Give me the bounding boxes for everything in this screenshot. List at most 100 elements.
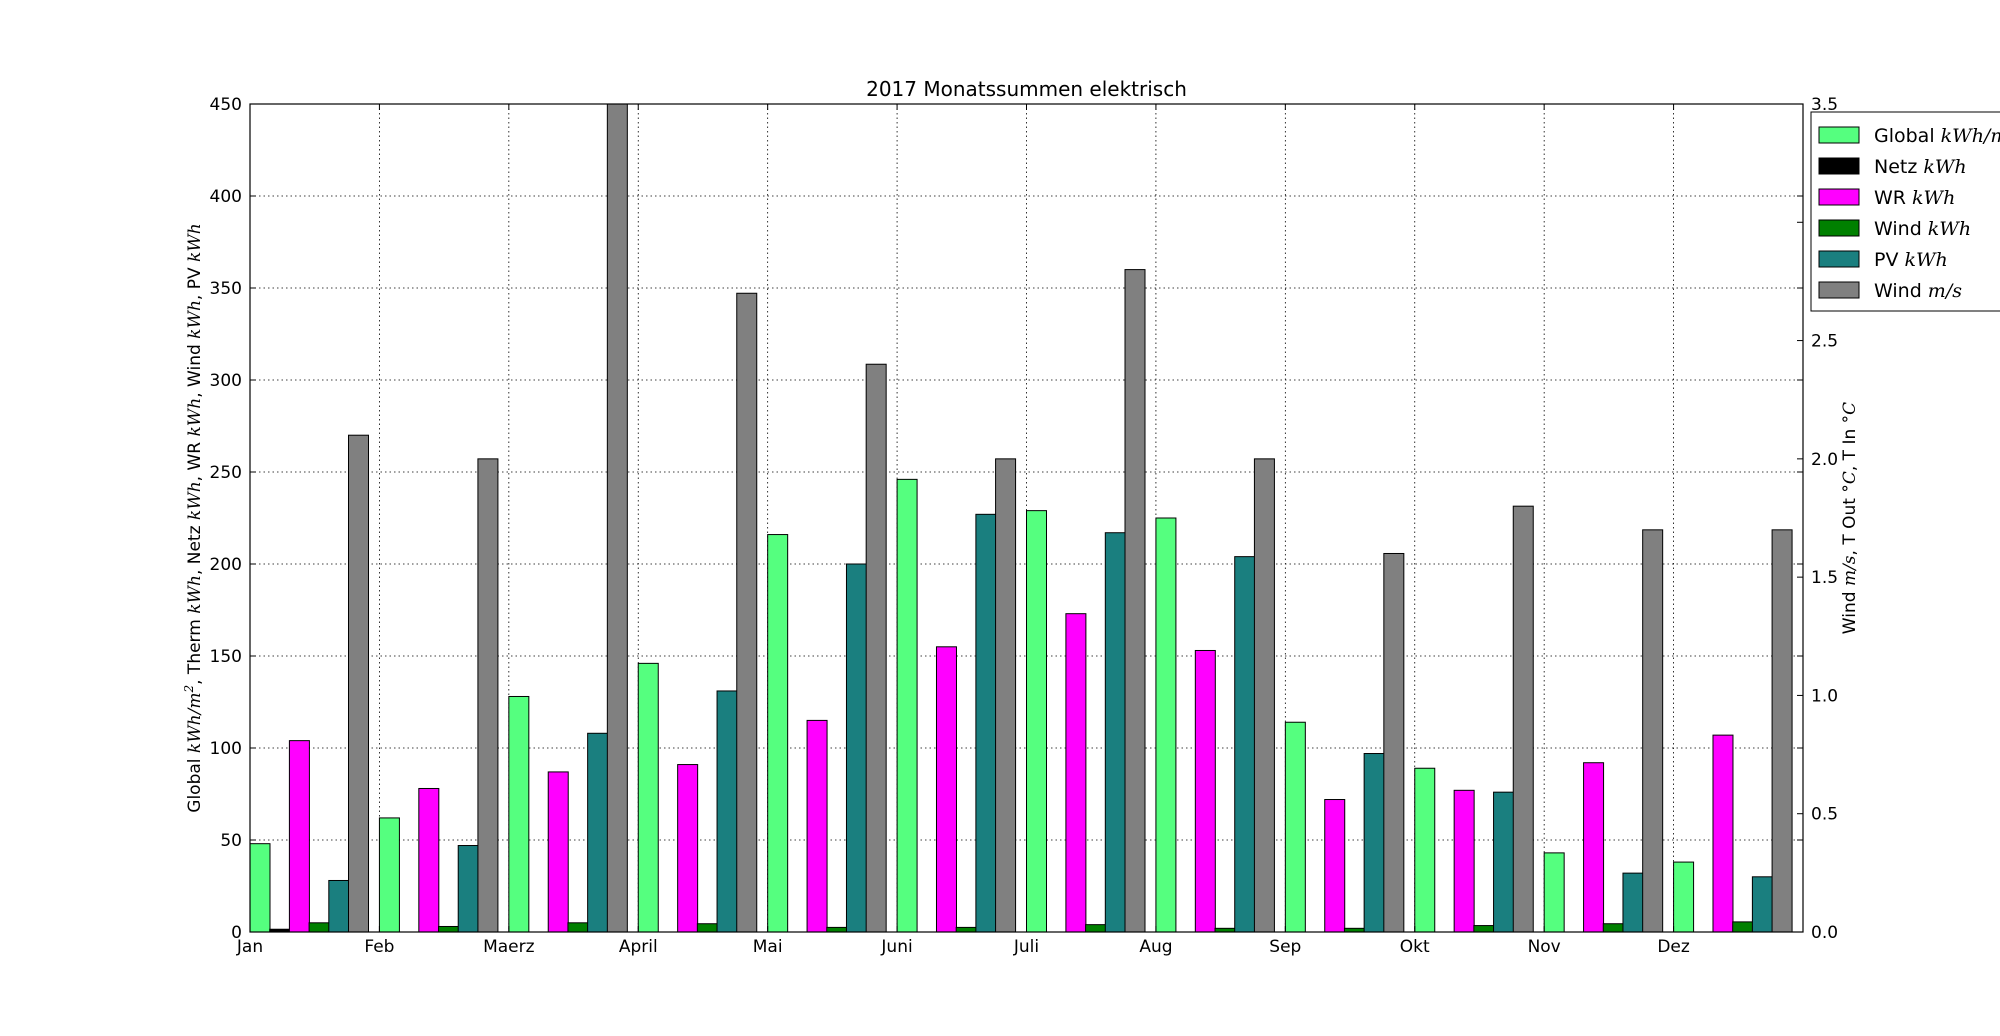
bar-3-juli [1085, 924, 1107, 933]
x-tick-label-aug: Aug [1139, 937, 1172, 957]
bar-2-okt [1453, 789, 1475, 933]
legend-swatch-3 [1818, 219, 1860, 237]
bar-4-aug [1234, 556, 1256, 933]
bar-2-feb [418, 787, 440, 933]
y-left-tick-label: 100 [210, 739, 242, 759]
y-left-tick-label: 250 [210, 463, 242, 483]
bar-0-sep [1284, 721, 1306, 933]
legend: Global kWh/m2 Netz kWh WR kWh Wind kWh PV kW… [1810, 111, 2000, 312]
bar-4-jan [328, 879, 350, 933]
y-left-tick-label: 50 [220, 831, 242, 851]
y-axis-left-label: Global kWh/m2, Therm kWh, Netz kWh, WR k… [182, 223, 205, 812]
bar-3-dez [1732, 921, 1754, 933]
bar-3-feb [438, 925, 460, 933]
bar-2-mai [806, 719, 828, 933]
x-tick-label-okt: Okt [1400, 937, 1430, 957]
bar-5-feb [477, 458, 499, 933]
x-tick-label-dez: Dez [1657, 937, 1690, 957]
bar-0-april [637, 662, 659, 933]
bar-4-april [716, 690, 738, 933]
x-tick-label-mai: Mai [753, 937, 783, 957]
bar-2-juni [935, 646, 957, 933]
y-left-tick-label: 300 [210, 371, 242, 391]
bar-0-juli [1026, 510, 1047, 933]
bar-5-maerz [606, 103, 628, 933]
legend-label-4: PV kWh [1874, 249, 1948, 271]
legend-label-2: WR kWh [1874, 187, 1955, 209]
legend-swatch-5 [1818, 281, 1860, 299]
y-axis-right-label: Wind m/s, T Out °C, T In °C [1840, 402, 1860, 634]
y-left-tick-label: 200 [210, 555, 242, 575]
x-tick-label-nov: Nov [1528, 937, 1561, 957]
y-right-tick-label: 3.5 [1811, 95, 1838, 115]
bar-4-nov [1622, 872, 1644, 933]
bar-3-okt [1473, 925, 1495, 933]
legend-label-1: Netz kWh [1874, 156, 1967, 178]
y-left-tick-label: 0 [231, 923, 242, 943]
bar-0-jan [249, 843, 271, 933]
bar-3-jan [308, 922, 330, 933]
bar-0-feb [378, 817, 400, 933]
bar-2-maerz [547, 771, 569, 933]
x-tick-label-maerz: Maerz [483, 937, 535, 957]
bar-5-sep [1383, 552, 1405, 933]
bar-2-juli [1065, 613, 1087, 933]
x-tick-label-juni: Juni [880, 937, 912, 957]
bar-0-juni [896, 478, 918, 933]
bar-0-maerz [508, 695, 530, 933]
y-left-tick-label: 150 [210, 647, 242, 667]
bar-5-dez [1771, 529, 1793, 933]
bar-0-nov [1543, 852, 1565, 933]
y-right-tick-label: 0.5 [1811, 805, 1838, 825]
bar-5-juni [995, 458, 1017, 933]
y-right-tick-label: 1.0 [1811, 686, 1838, 706]
x-tick-label-sep: Sep [1269, 937, 1301, 957]
bar-4-maerz [587, 732, 609, 933]
legend-label-3: Wind kWh [1874, 218, 1971, 240]
y-right-tick-label: 0.0 [1811, 923, 1838, 943]
bar-2-aug [1194, 649, 1216, 933]
x-tick-label-juli: Juli [1013, 937, 1039, 957]
bar-4-juli [1104, 532, 1126, 933]
legend-swatch-1 [1818, 157, 1860, 175]
bar-5-april [736, 292, 758, 933]
bar-4-sep [1363, 753, 1385, 933]
legend-swatch-2 [1818, 188, 1860, 206]
bar-2-sep [1324, 799, 1346, 933]
bar-4-okt [1493, 791, 1515, 933]
chart-title: 2017 Monatssummen elektrisch [866, 77, 1187, 101]
axes-layer: 0 50 100 150 200 250 300 350 400 450 0.0 0.5 1.0 1.5 2… [210, 95, 1839, 957]
y-left-tick-label: 450 [210, 95, 242, 115]
bar-3-maerz [567, 922, 589, 933]
bar-4-juni [975, 513, 997, 933]
x-tick-label-april: April [619, 937, 658, 957]
bar-5-juli [1124, 269, 1146, 933]
bar-4-feb [457, 845, 479, 933]
y-right-tick-label: 2.0 [1811, 450, 1838, 470]
legend-label-5: Wind m/s [1874, 280, 1962, 302]
bar-3-mai [826, 926, 848, 933]
x-tick-label-jan: Jan [236, 937, 263, 957]
bar-5-jan [348, 434, 369, 933]
bar-5-okt [1512, 505, 1534, 933]
y-right-tick-label: 1.5 [1811, 568, 1838, 588]
legend-swatch-0 [1818, 126, 1860, 144]
y-left-tick-label: 400 [210, 187, 242, 207]
bar-2-nov [1583, 762, 1605, 933]
bar-2-jan [288, 740, 310, 933]
y-right-tick-label: 2.5 [1811, 332, 1838, 352]
bar-2-april [677, 764, 699, 933]
bar-4-dez [1751, 876, 1773, 933]
bar-3-april [696, 923, 718, 933]
bar-5-aug [1253, 458, 1275, 933]
bar-0-dez [1673, 861, 1695, 933]
bars-layer [249, 103, 1793, 933]
bar-5-nov [1642, 529, 1664, 933]
y-left-tick-label: 350 [210, 279, 242, 299]
bar-4-mai [845, 563, 867, 933]
bar-0-okt [1414, 767, 1436, 933]
x-tick-label-feb: Feb [364, 937, 394, 957]
bar-5-mai [865, 363, 887, 933]
bar-3-juni [955, 926, 977, 933]
